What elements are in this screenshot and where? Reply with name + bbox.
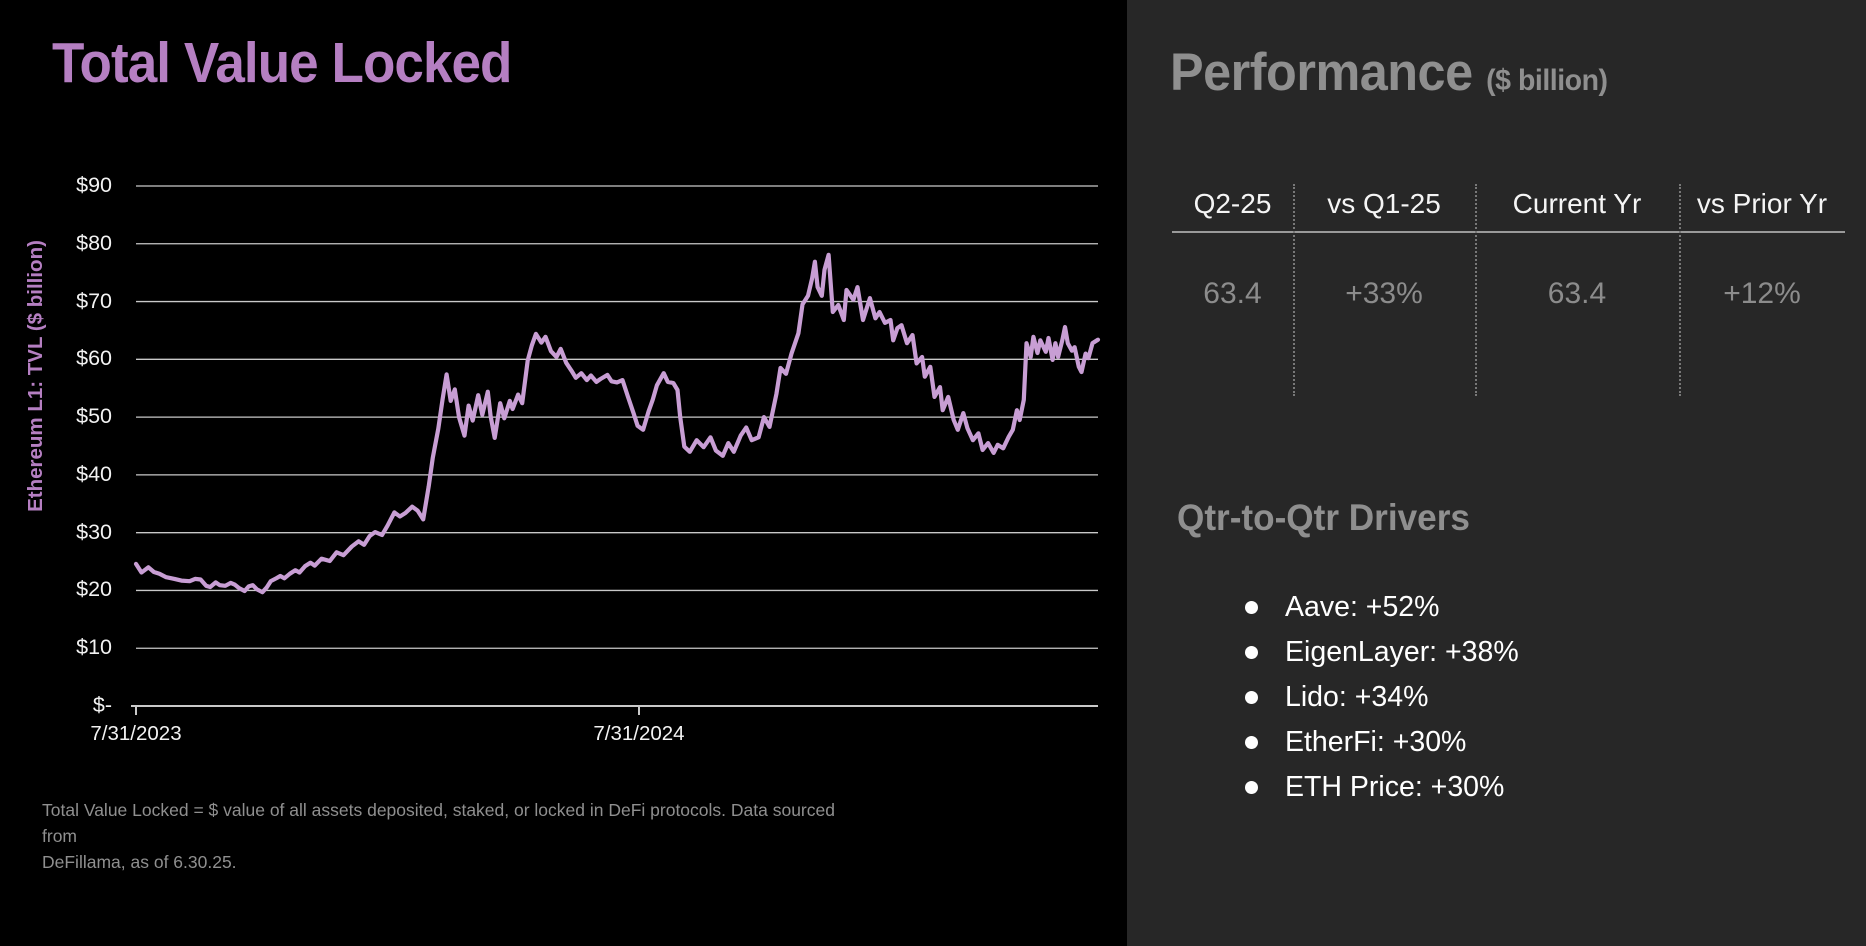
y-tick-label: $50 [76, 404, 112, 429]
driver-item: ETH Price: +30% [1245, 765, 1519, 810]
driver-item: Lido: +34% [1245, 675, 1519, 720]
table-header-underline [1172, 231, 1845, 233]
column-separator [1475, 184, 1477, 396]
performance-table-header-row: Q2-25 vs Q1-25 Current Yr vs Prior Yr [1172, 182, 1845, 231]
x-tick-label: 7/31/2023 [90, 722, 182, 745]
table-column-header: Q2-25 [1193, 188, 1272, 219]
footnote-line-2: DeFillama, as of 6.30.25. [42, 852, 237, 872]
y-tick-label: $40 [76, 461, 112, 486]
tvl-line-chart [131, 185, 1101, 715]
y-tick-label: $70 [76, 288, 112, 313]
driver-item: EigenLayer: +38% [1245, 630, 1519, 675]
bullet-icon [1245, 646, 1258, 659]
y-tick-label: $30 [76, 519, 112, 544]
bullet-icon [1245, 781, 1258, 794]
page-title: Total Value Locked [52, 31, 512, 95]
performance-heading-unit: ($ billion) [1486, 64, 1608, 97]
column-separator [1293, 184, 1295, 396]
y-tick-label: $- [92, 693, 112, 717]
table-column-header: Current Yr [1512, 188, 1642, 219]
bullet-icon [1245, 691, 1258, 704]
drivers-heading: Qtr-to-Qtr Drivers [1177, 497, 1470, 538]
table-value: 63.4 [1203, 277, 1262, 310]
footnote-line-1: Total Value Locked = $ value of all asse… [42, 800, 835, 846]
tvl-chart-panel: Total Value Locked Ethereum L1: TVL ($ b… [24, 31, 1101, 875]
y-tick-label: $80 [76, 230, 112, 255]
x-tick-label: 7/31/2024 [593, 722, 685, 745]
performance-table: Q2-25 vs Q1-25 Current Yr vs Prior Yr 63.4 +… [1172, 182, 1845, 402]
y-tick-label: $20 [76, 577, 112, 602]
tvl-series-line [133, 252, 1101, 595]
driver-text: Aave: +52% [1285, 591, 1440, 623]
driver-text: EigenLayer: +38% [1285, 636, 1519, 668]
driver-text: EtherFi: +30% [1285, 726, 1467, 758]
performance-table-value-row: 63.4 +33% 63.4 +12% [1172, 274, 1845, 314]
y-tick-label: $10 [76, 635, 112, 660]
driver-item: Aave: +52% [1245, 585, 1519, 630]
performance-heading-text: Performance [1170, 43, 1473, 102]
performance-panel: Performance ($ billion) Q2-25 vs Q1-25 Cur… [1127, 0, 1866, 946]
drivers-list: Aave: +52% EigenLayer: +38% Lido: +34% Ethe… [1245, 585, 1519, 810]
driver-item: EtherFi: +30% [1245, 720, 1519, 765]
bullet-icon [1245, 601, 1258, 614]
column-separator [1679, 184, 1681, 396]
bullet-icon [1245, 736, 1258, 749]
table-value: 63.4 [1547, 277, 1607, 310]
driver-text: ETH Price: +30% [1285, 771, 1505, 803]
driver-text: Lido: +34% [1285, 681, 1429, 713]
y-tick-label: $90 [76, 172, 112, 197]
table-column-header: vs Q1-25 [1327, 188, 1441, 219]
table-column-header: vs Prior Yr [1696, 188, 1828, 219]
chart-footnote: Total Value Locked = $ value of all asse… [42, 797, 872, 875]
y-tick-label: $60 [76, 346, 112, 371]
table-value: +33% [1345, 277, 1423, 310]
table-value: +12% [1723, 277, 1801, 310]
performance-heading: Performance ($ billion) [1170, 42, 1608, 103]
